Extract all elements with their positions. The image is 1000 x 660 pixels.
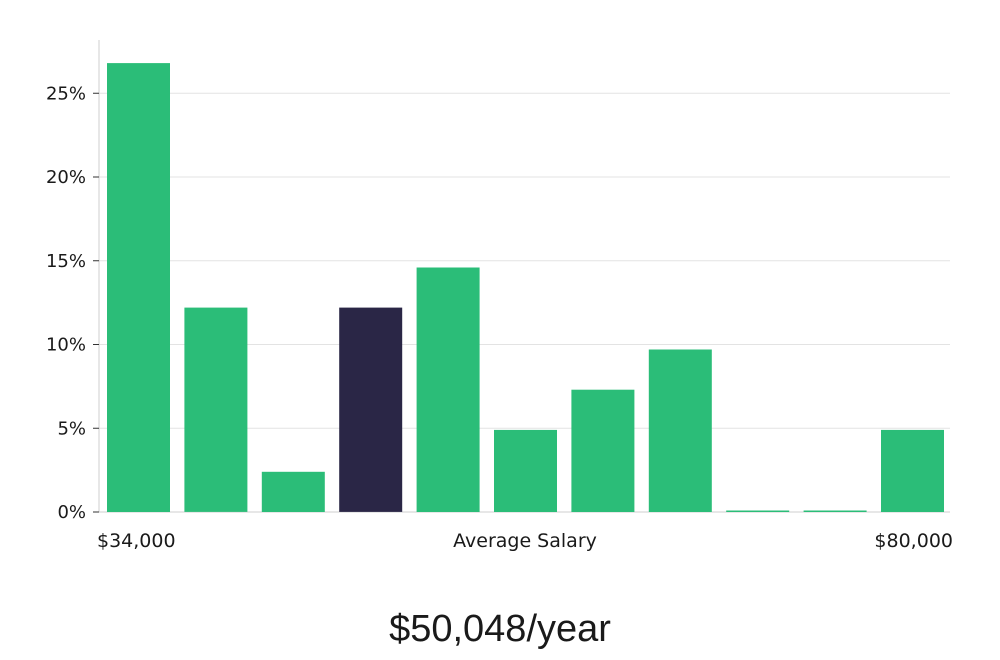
salary-histogram: 0%5%10%15%20%25% $34,000 Average Salary … [46,40,953,552]
bar [803,510,867,512]
bar [726,510,790,512]
bar [648,349,712,512]
x-start-label: $34,000 [97,530,176,552]
y-tick-label: 5% [57,418,86,439]
bar [107,63,170,512]
bar [494,429,557,512]
x-end-label: $80,000 [874,530,953,552]
x-axis-title: Average Salary [453,530,597,552]
y-tick-label: 10% [46,335,86,356]
bar [416,267,480,512]
y-tick-label: 20% [46,167,86,188]
y-tick-labels: 0% 5% 10% 15% 20% 25% [46,83,99,523]
bars [107,63,944,512]
y-tick-label: 0% [57,502,86,523]
average-salary-value: $50,048/year [389,608,611,650]
y-tick-label: 25% [46,83,86,104]
bar [261,471,325,512]
y-tick-label: 15% [46,251,86,272]
bar-highlighted [339,307,403,512]
bar [571,389,635,512]
bar [184,307,248,512]
bar [881,429,944,512]
